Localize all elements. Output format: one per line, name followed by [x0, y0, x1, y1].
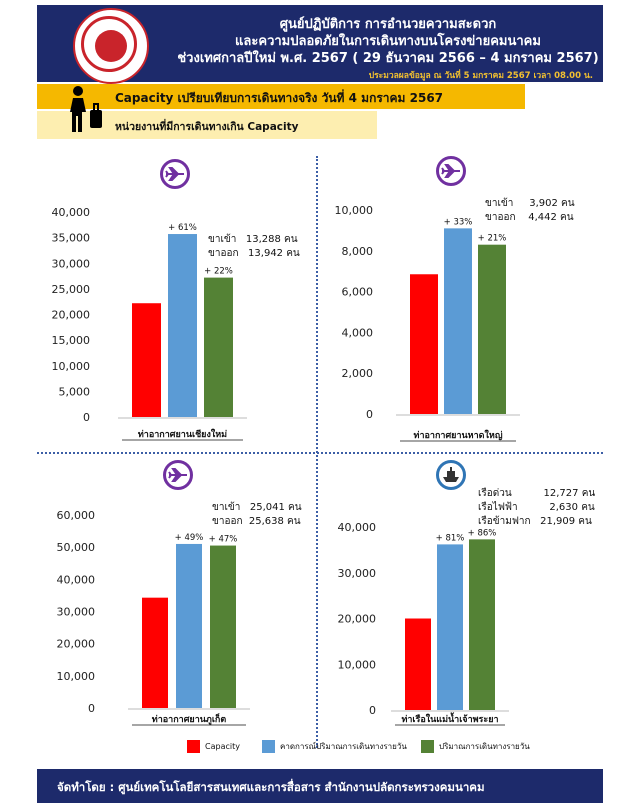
y-tick-label: 25,000	[52, 283, 91, 296]
passenger-note-boat: เรือด่วน 12,727 คน เรือไฟฟ้า 2,630 คน เร…	[478, 488, 596, 527]
bar-data-label: + 21%	[478, 234, 507, 244]
chart-phuket-airport: 0 10,000 20,000 30,000 40,000 50,000 60,000 + 4…	[57, 509, 250, 726]
bar-data-label: + 61%	[168, 223, 197, 233]
footer-banner: จัดทำโดย : ศูนย์เทคโนโลยีสารสนเทศและการส…	[37, 769, 603, 803]
traveler-icon	[70, 86, 102, 132]
bar	[168, 234, 197, 417]
y-tick-label: 10,000	[52, 360, 91, 373]
legend-item-actual: ปริมาณการเดินทางรายวัน	[421, 740, 530, 753]
y-tick-label: 10,000	[57, 670, 96, 683]
y-tick-label: 20,000	[57, 638, 96, 651]
bar-data-label: + 49%	[175, 533, 204, 543]
bar	[176, 543, 202, 708]
y-tick-label: 30,000	[52, 257, 91, 270]
passenger-note-cnx: ขาเข้า 13,288 คน ขาออก 13,942 คน	[208, 234, 300, 259]
section-title: Capacity เปรียบเทียบการเดินทางจริง วันที…	[115, 91, 444, 105]
y-tick-label: 0	[88, 702, 95, 715]
y-tick-label: 15,000	[52, 334, 91, 347]
y-tick-label: 10,000	[335, 204, 374, 217]
y-tick-label: 30,000	[338, 567, 377, 580]
bar-data-label: + 22%	[204, 267, 233, 277]
y-tick-label: 0	[369, 704, 376, 717]
airplane-icon	[160, 159, 190, 189]
passenger-note-hdy: ขาเข้า 3,902 คน ขาออก 4,442 คน	[485, 198, 575, 223]
y-tick-label: 20,000	[52, 309, 91, 322]
footer-credit: จัดทำโดย : ศูนย์เทคโนโลยีสารสนเทศและการส…	[57, 780, 485, 794]
section-title-band: Capacity เปรียบเทียบการเดินทางจริง วันที…	[37, 84, 525, 109]
bar	[210, 545, 236, 708]
x-axis-label: ท่าอากาศยานภูเก็ต	[152, 712, 227, 725]
y-tick-label: 2,000	[342, 367, 374, 380]
y-tick-label: 50,000	[57, 541, 96, 554]
y-tick-label: 8,000	[342, 245, 374, 258]
bar	[478, 244, 506, 414]
airplane-icon	[163, 460, 193, 490]
x-axis-label: ท่าอากาศยานหาดใหญ่	[414, 429, 503, 441]
y-tick-label: 35,000	[52, 232, 91, 245]
y-tick-label: 5,000	[59, 385, 91, 398]
y-tick-label: 6,000	[342, 286, 374, 299]
header-banner: ศูนย์ปฏิบัติการ การอำนวยความสะดวก และควา…	[37, 5, 603, 84]
legend-item-forecast: คาดการณ์ปริมาณการเดินทางรายวัน	[262, 740, 407, 753]
y-tick-label: 0	[366, 408, 373, 421]
airplane-icon	[436, 156, 466, 186]
bar	[469, 539, 495, 710]
y-tick-label: 60,000	[57, 509, 96, 522]
y-tick-label: 40,000	[52, 206, 91, 219]
header-line-2: และความปลอดภัยในการเดินทางบนโครงข่ายคมนา…	[235, 34, 541, 49]
ministry-seal-logo	[73, 8, 149, 84]
y-tick-label: 0	[83, 411, 90, 424]
y-tick-label: 40,000	[338, 521, 377, 534]
bar	[405, 618, 431, 710]
bar	[444, 228, 472, 414]
y-tick-label: 10,000	[338, 658, 377, 671]
header-line-3: ช่วงเทศกาลปีใหม่ พ.ศ. 2567 ( 29 ธันวาคม …	[177, 51, 599, 66]
chart-chao-phraya-piers: 0 10,000 20,000 30,000 40,000 + 81%+ 86% ท่าเร…	[338, 521, 509, 726]
chart-hatyai-airport: 0 2,000 4,000 6,000 8,000 10,000 + 33% + 21% ท่า…	[335, 204, 520, 442]
bar	[437, 544, 463, 710]
bar	[204, 277, 233, 417]
passenger-note-hkt: ขาเข้า 25,041 คน ขาออก 25,638 คน	[212, 502, 302, 527]
ship-icon	[436, 460, 466, 490]
section-subtitle: หน่วยงานที่มีการเดินทางเกิน Capacity	[115, 121, 299, 133]
x-axis-label: ท่าอากาศยานเชียงใหม่	[138, 428, 227, 440]
header-line-1: ศูนย์ปฏิบัติการ การอำนวยความสะดวก	[279, 17, 497, 32]
bar-data-label: + 86%	[468, 528, 497, 538]
bar-data-label: + 81%	[436, 533, 465, 543]
bar	[132, 303, 161, 417]
data-timestamp: ประมวลผลข้อมูล ณ วันที่ 5 มกราคม 2567 เว…	[368, 71, 593, 81]
x-axis-label: ท่าเรือในแม่น้ำเจ้าพระยา	[401, 712, 498, 725]
y-tick-label: 20,000	[338, 613, 377, 626]
y-tick-label: 40,000	[57, 573, 96, 586]
horizontal-divider	[37, 452, 603, 454]
y-tick-label: 30,000	[57, 606, 96, 619]
bar-data-label: + 47%	[209, 535, 238, 545]
chart-chiangmai-airport: 0 5,000 10,000 15,000 20,000 25,000 30,000 35,0…	[52, 206, 247, 441]
legend-item-capacity: Capacity	[187, 740, 240, 753]
bar	[142, 597, 168, 708]
y-tick-label: 4,000	[342, 326, 374, 339]
bar-data-label: + 33%	[444, 217, 473, 227]
bar	[410, 274, 438, 414]
